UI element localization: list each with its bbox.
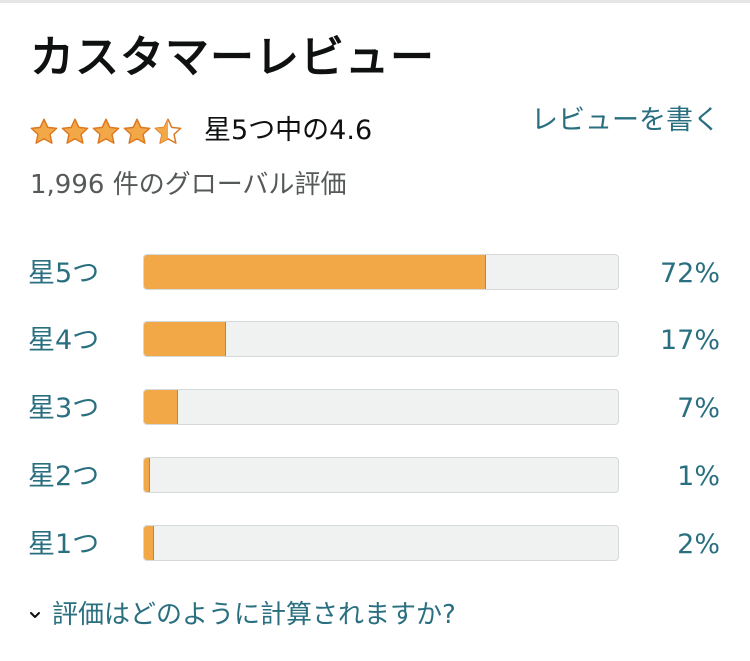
star-full-icon — [92, 118, 120, 144]
histogram-bar-fill — [144, 255, 487, 289]
star-full-icon — [123, 118, 151, 144]
histogram-bar — [143, 525, 619, 561]
histogram-bar — [143, 457, 619, 493]
chevron-down-icon — [30, 612, 40, 618]
how-ratings-calculated-toggle[interactable]: 評価はどのように計算されますか? — [28, 596, 456, 634]
star-rating — [29, 117, 183, 147]
histogram-row-2-star[interactable]: 星2つ 1% — [0, 457, 750, 497]
histogram-row-1-star[interactable]: 星1つ 2% — [0, 525, 750, 565]
histogram-bar — [143, 321, 619, 357]
star-half-icon — [154, 118, 182, 144]
average-rating-text: 星5つ中の4.6 — [204, 115, 373, 146]
histogram-bar-fill — [144, 322, 226, 356]
write-review-link[interactable]: レビューを書く — [531, 105, 720, 136]
histogram-percent: 7% — [677, 393, 720, 424]
histogram-row-5-star[interactable]: 星5つ 72% — [0, 254, 750, 294]
top-divider — [0, 0, 750, 3]
global-ratings-count: 1,996 件のグローバル評価 — [30, 170, 347, 200]
histogram-label: 星2つ — [28, 461, 100, 492]
histogram-bar — [143, 254, 619, 290]
histogram-percent: 2% — [677, 529, 720, 560]
histogram-percent: 72% — [659, 258, 720, 289]
histogram-label: 星3つ — [28, 393, 100, 424]
star-full-icon — [61, 118, 89, 144]
how-ratings-calculated-label: 評価はどのように計算されますか? — [52, 600, 456, 630]
histogram-bar-fill — [144, 526, 155, 560]
star-full-icon — [30, 118, 58, 144]
histogram-percent: 17% — [659, 325, 720, 356]
histogram-bar-fill — [144, 390, 179, 424]
histogram-row-3-star[interactable]: 星3つ 7% — [0, 389, 750, 429]
histogram-percent: 1% — [677, 461, 720, 492]
histogram-label: 星5つ — [28, 258, 100, 289]
histogram-row-4-star[interactable]: 星4つ 17% — [0, 321, 750, 361]
histogram-label: 星1つ — [28, 529, 100, 560]
histogram-bar — [143, 389, 619, 425]
histogram-label: 星4つ — [28, 325, 100, 356]
page-title: カスタマーレビュー — [30, 32, 435, 83]
histogram-bar-fill — [144, 458, 150, 492]
